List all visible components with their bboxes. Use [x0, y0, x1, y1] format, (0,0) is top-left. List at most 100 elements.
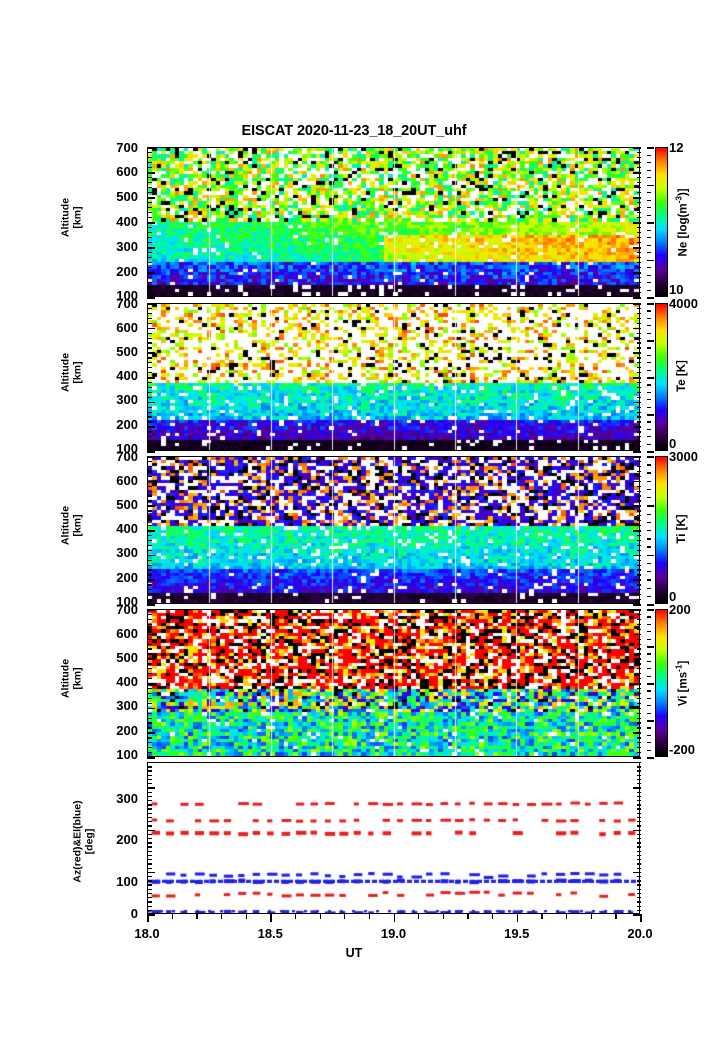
tick-major	[633, 147, 641, 149]
xaxis-title: UT	[345, 946, 363, 960]
tick-minor	[636, 722, 641, 724]
colorbar-tick-major	[647, 505, 654, 507]
tick-major	[147, 451, 155, 453]
tickmarks-ti-right	[632, 456, 641, 606]
colorbar-tick-minor	[647, 421, 651, 423]
tick-minor	[147, 277, 152, 279]
yaxis-azel-ticks: 300 200 100 0	[96, 762, 138, 920]
tick-minor	[636, 747, 641, 749]
tick-minor	[636, 668, 641, 670]
tick-minor	[636, 282, 641, 284]
tick-minor	[636, 687, 641, 690]
colorbar-tick-minor	[647, 169, 651, 171]
tick-minor	[147, 252, 152, 254]
colorbar-tick-minor	[647, 497, 651, 499]
yaxis-label-ne: Altitude [km]	[60, 158, 84, 278]
colorbar-tick-minor	[647, 546, 651, 548]
colorbar-tick-minor	[647, 177, 651, 179]
ytick: 300	[116, 239, 138, 254]
yaxis-label-line2: [km]	[71, 206, 83, 229]
tick-minor	[147, 485, 152, 487]
tick-minor	[147, 897, 152, 899]
tick-minor	[636, 884, 641, 886]
tick-minor	[636, 717, 641, 719]
ytick: 300	[116, 392, 138, 407]
tick-minor	[636, 372, 641, 374]
xtick-label: 19.0	[380, 926, 407, 941]
colorbar-tick-minor	[647, 480, 651, 482]
tick-minor	[147, 515, 152, 517]
colorbar-tick-minor	[647, 571, 651, 573]
tick-major	[633, 914, 641, 916]
colorbar-tick-minor	[647, 749, 651, 751]
colorbar-vi-min: -200	[669, 742, 696, 757]
tick-major	[147, 505, 155, 507]
tick-major	[633, 732, 641, 734]
colorbar-tick-minor	[647, 354, 651, 357]
tick-minor	[636, 808, 641, 810]
tick-major	[147, 707, 155, 710]
colorbar-tick-minor	[647, 653, 651, 655]
tick-minor	[636, 812, 641, 814]
tick-minor	[636, 396, 641, 399]
tick-minor	[636, 648, 641, 650]
tick-minor	[147, 867, 152, 869]
tick-minor	[636, 157, 641, 159]
tick-minor	[636, 867, 641, 869]
tick-minor	[147, 162, 152, 164]
tick-minor	[147, 470, 152, 473]
yaxis-label-line1: Az(red)&El(blue)	[71, 800, 84, 883]
tick-major	[147, 327, 155, 330]
tick-minor	[636, 510, 641, 512]
tick-minor	[636, 192, 641, 194]
tick-minor	[636, 307, 641, 310]
yaxis-label-line1: Altitude	[59, 352, 72, 393]
tick-major	[633, 530, 641, 532]
tick-major	[633, 829, 641, 832]
colorbar-tick-minor	[647, 282, 651, 284]
tick-minor	[636, 277, 641, 279]
tick-minor	[636, 678, 641, 680]
tick-minor	[147, 202, 152, 204]
tick-minor	[636, 312, 641, 315]
colorbar-tick-minor	[647, 199, 651, 201]
tick-minor	[147, 525, 152, 527]
colorbar-tick-major	[647, 340, 654, 342]
tick-minor	[147, 778, 152, 781]
colorbar-tick-minor	[647, 436, 651, 438]
colorbar-te-ticks	[647, 303, 655, 453]
colorbar-tick-minor	[647, 513, 651, 515]
ytick: 300	[116, 791, 138, 806]
tick-minor	[147, 187, 152, 189]
tick-minor	[147, 569, 152, 571]
tick-major	[633, 401, 641, 404]
xtick-minor	[245, 914, 247, 919]
tick-minor	[147, 317, 152, 320]
tick-minor	[147, 742, 152, 744]
xtick-minor	[196, 914, 198, 919]
tick-minor	[147, 347, 152, 349]
colorbar-tick-minor	[647, 538, 651, 540]
tick-minor	[147, 242, 152, 244]
tick-minor	[636, 391, 641, 394]
tick-minor	[636, 411, 641, 413]
tick-major	[147, 658, 155, 660]
ytick: 700	[116, 449, 138, 464]
tick-minor	[147, 257, 152, 259]
tick-minor	[636, 416, 641, 418]
tick-minor	[636, 778, 641, 781]
yaxis-vi-ticks: 700 600 500 400 300 200 100	[96, 603, 138, 761]
tick-minor	[636, 544, 641, 547]
colorbar-tick-major	[647, 456, 654, 458]
tickmarks-ti-left	[147, 456, 156, 606]
colorbar-tick-minor	[647, 252, 651, 254]
tick-major	[147, 197, 155, 199]
colorbar-tick-major	[647, 414, 654, 416]
xtick-minor	[615, 914, 617, 919]
ytick: 200	[116, 417, 138, 432]
tick-minor	[636, 770, 641, 772]
colorbar-te-min: 0	[669, 436, 677, 451]
xtick-minor	[492, 914, 494, 919]
tick-minor	[636, 362, 641, 364]
tick-minor	[147, 737, 152, 739]
